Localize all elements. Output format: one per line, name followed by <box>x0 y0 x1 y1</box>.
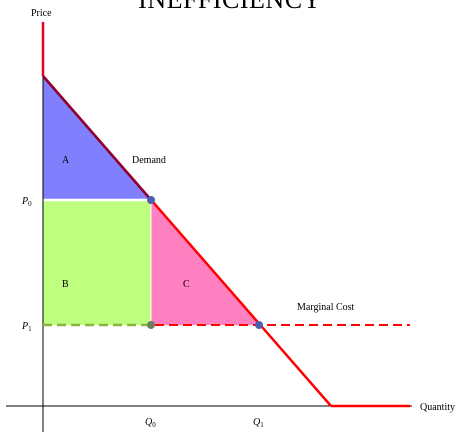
p0-var: P <box>21 196 28 207</box>
p1-var: P <box>21 321 28 332</box>
point-q0-p1 <box>147 321 155 329</box>
svg-text:Q0: Q0 <box>145 417 156 429</box>
q1-sub: 1 <box>260 421 264 429</box>
q1-var: Q <box>253 417 261 428</box>
diagram-title: INEFFICIENCY <box>138 0 322 14</box>
q0-var: Q <box>145 417 153 428</box>
marginal-cost-label: Marginal Cost <box>297 302 355 313</box>
equilibrium-point-q1 <box>255 321 263 329</box>
y-axis-label: Price <box>31 8 52 19</box>
region-b-label: B <box>62 279 69 290</box>
demand-line <box>42 75 152 201</box>
region-a-label: A <box>62 155 70 166</box>
svg-text:Q1: Q1 <box>253 417 264 429</box>
p1-sub: 1 <box>28 325 32 333</box>
q0-tick-label: Q0 <box>145 417 156 429</box>
equilibrium-point-q0 <box>147 196 155 204</box>
p0-sub: 0 <box>28 200 32 208</box>
q1-tick-label: Q1 <box>253 417 264 429</box>
q0-sub: 0 <box>152 421 156 429</box>
demand-label: Demand <box>132 155 166 166</box>
region-b <box>43 200 151 325</box>
region-c-label: C <box>183 279 190 290</box>
x-axis-label: Quantity <box>420 402 455 413</box>
p0-tick-label: P0 <box>21 196 32 208</box>
p1-tick-label: P1 <box>21 321 32 333</box>
svg-text:P1: P1 <box>21 321 32 333</box>
svg-text:P0: P0 <box>21 196 32 208</box>
